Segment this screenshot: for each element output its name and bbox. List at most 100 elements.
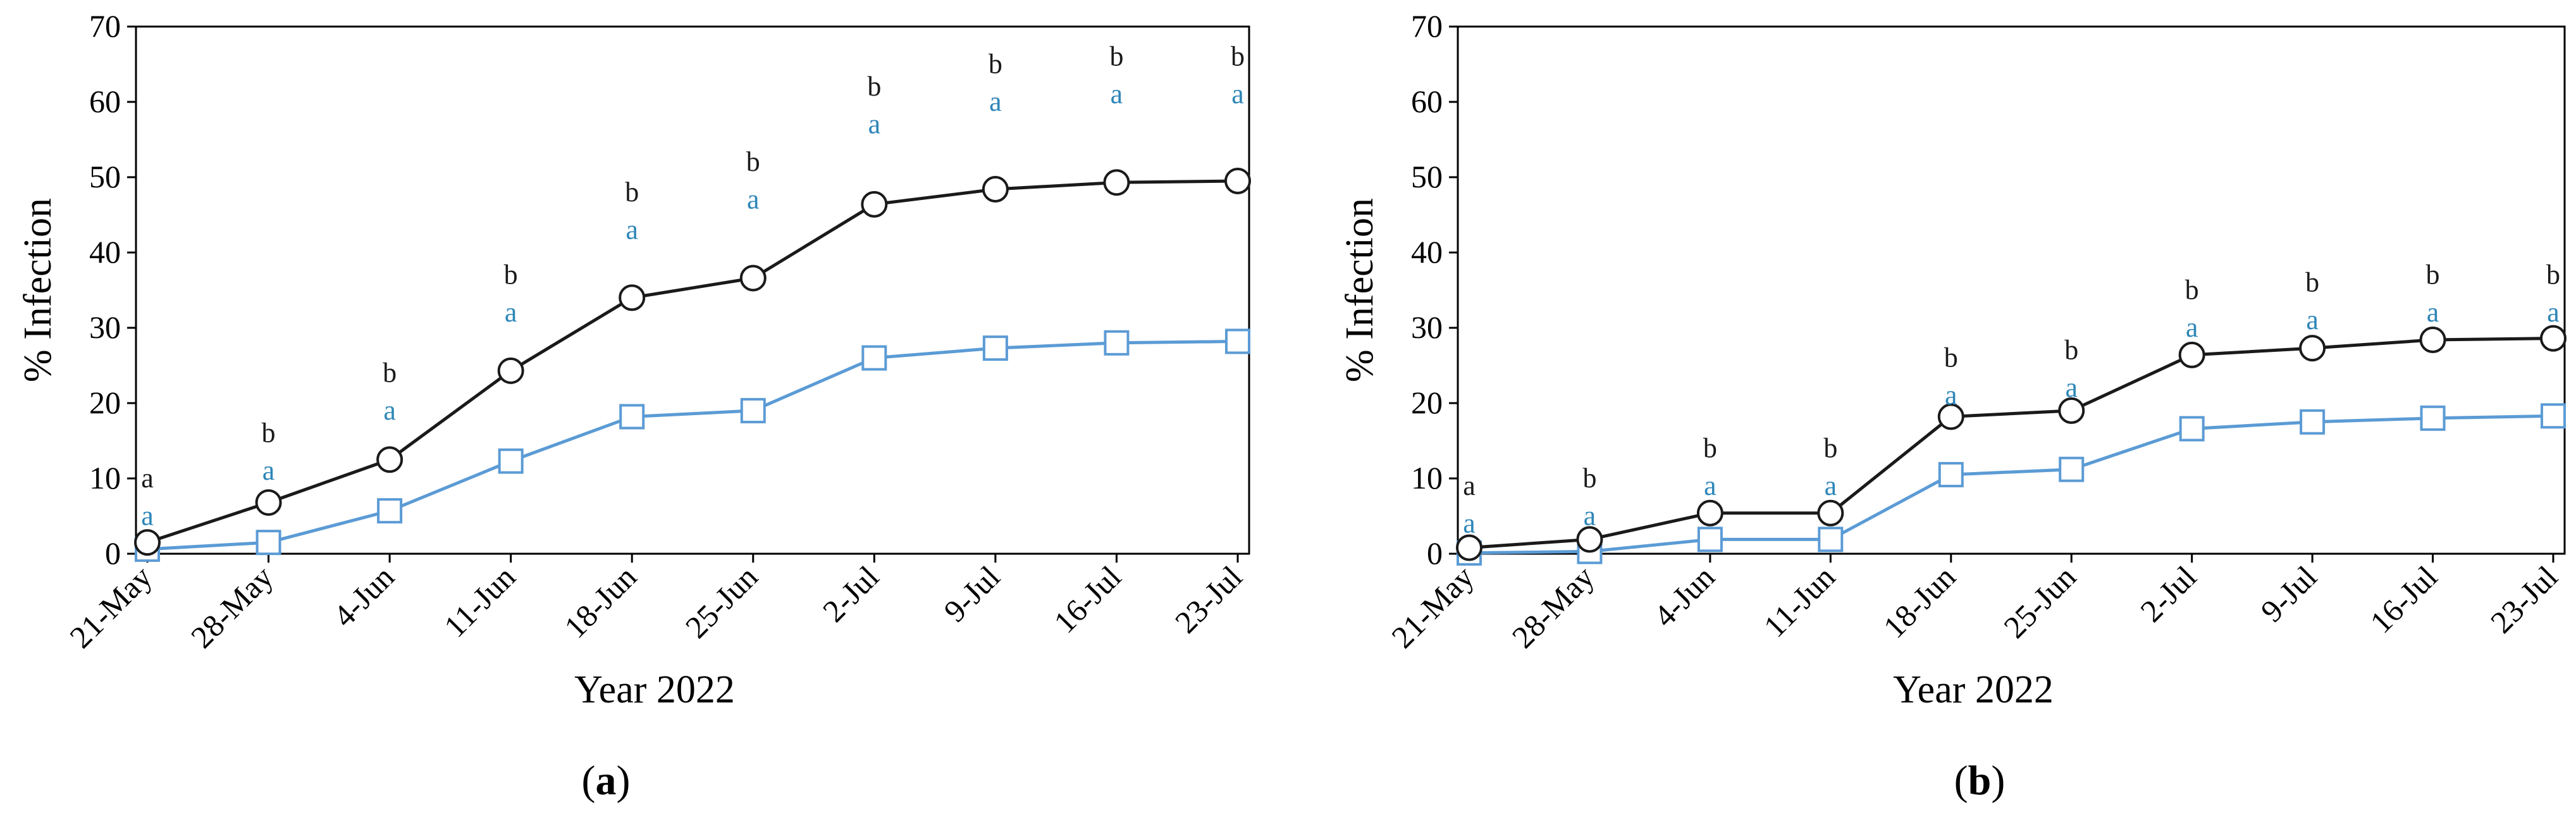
letter-black: b: [504, 259, 518, 290]
data-point-square: [2541, 403, 2566, 429]
x-tick-label: 2-Jul: [2133, 559, 2203, 628]
letter-blue: a: [747, 184, 760, 215]
letter-black: b: [2064, 335, 2078, 366]
x-tick-label: 11-Jun: [437, 559, 522, 644]
chart-panel-b: 0 10 20 30 40 50 60 70 21-May 28-May 4-Jun 11-Jun 18…: [1338, 8, 2567, 804]
plot-frame: [1457, 25, 2566, 555]
data-point-square: [1818, 527, 1844, 552]
letter-blue: a: [505, 297, 517, 328]
data-point-square: [619, 404, 645, 430]
x-tick-label: 4-Jun: [1647, 559, 1722, 633]
letter-blue: a: [1945, 380, 1957, 411]
letter-blue: a: [1463, 508, 1476, 539]
data-point-circle: [2419, 327, 2446, 354]
data-point-circle: [1937, 403, 1964, 430]
y-axis-title: % Infection: [16, 198, 59, 382]
data-point-square: [377, 498, 403, 524]
data-point-square: [1225, 328, 1250, 354]
x-tick-label: 9-Jul: [937, 559, 1006, 628]
letter-black: b: [1944, 342, 1958, 373]
letter-black: b: [2426, 259, 2440, 290]
y-tick-label: 0: [105, 535, 121, 571]
data-point-square: [1104, 330, 1130, 356]
x-tick-label: 16-Jul: [1047, 559, 1128, 640]
letter-black: b: [1703, 432, 1717, 463]
x-axis-title: Year 2022: [1893, 668, 2054, 711]
y-tick-label: 30: [89, 309, 121, 345]
y-tick-label: 70: [1411, 8, 1443, 44]
x-tick-label: 21-May: [1384, 559, 1481, 655]
letter-blue: a: [1231, 78, 1244, 109]
x-tick-label: 4-Jun: [326, 559, 401, 633]
letter-black: a: [1463, 470, 1476, 501]
letter-blue: a: [989, 86, 1002, 117]
x-tick-label: 18-Jun: [1877, 559, 1963, 645]
letter-blue: a: [1584, 501, 1596, 532]
panel-label: (a): [582, 758, 631, 804]
x-tick-label: 16-Jul: [2363, 559, 2444, 640]
letter-black: b: [262, 418, 276, 449]
x-tick-label: 2-Jul: [816, 559, 885, 628]
data-point-circle: [2058, 397, 2085, 424]
chart-panel-a: 0 10 20 30 40 50 60 70 21-May 28-May 4-Jun 11-Jun 18…: [16, 8, 1251, 804]
letter-black: b: [1231, 41, 1245, 72]
y-tick-label: 20: [89, 385, 121, 420]
data-point-square: [1697, 527, 1723, 552]
y-tick-label: 40: [89, 234, 121, 270]
letter-blue: a: [1825, 470, 1837, 501]
letter-black: b: [625, 177, 639, 208]
letter-blue: a: [262, 455, 275, 486]
letter-black: b: [2305, 267, 2319, 298]
y-axis-title: % Infection: [1338, 198, 1381, 382]
x-tick-label: 9-Jul: [2254, 559, 2324, 628]
data-point-circle: [255, 489, 282, 516]
data-point-square: [1938, 462, 1964, 488]
data-point-square: [498, 448, 524, 474]
letter-blue: a: [2427, 297, 2439, 328]
letter-blue: a: [383, 395, 396, 426]
letter-blue: a: [2547, 297, 2560, 328]
letter-black: b: [867, 71, 881, 102]
y-tick-label: 10: [1411, 460, 1443, 496]
data-point-circle: [134, 529, 161, 556]
y-tick-label: 30: [1411, 309, 1443, 345]
data-point-square: [861, 345, 887, 371]
letter-black: b: [1823, 432, 1837, 463]
data-point-square: [256, 530, 281, 556]
x-tick-label: 23-Jul: [2484, 559, 2565, 640]
y-tick-label: 0: [1427, 535, 1443, 571]
data-point-circle: [1576, 526, 1603, 553]
x-tick-label: 28-May: [1505, 559, 1601, 655]
x-tick-label: 28-May: [184, 559, 280, 655]
letter-blue: a: [1704, 470, 1716, 501]
letter-black: b: [989, 49, 1002, 80]
data-point-square: [2420, 405, 2446, 431]
x-axis-title: Year 2022: [574, 668, 735, 711]
letter-black: b: [2185, 275, 2199, 306]
letter-blue: a: [2065, 372, 2078, 403]
data-point-circle: [1224, 167, 1251, 194]
panel-label: (b): [1954, 758, 2006, 804]
x-tick-label: 21-May: [63, 559, 159, 655]
data-point-circle: [982, 176, 1009, 203]
series-line-black: [147, 179, 1238, 544]
y-tick-label: 70: [89, 8, 121, 44]
data-point-circle: [497, 357, 524, 384]
letter-blue: a: [2306, 304, 2319, 335]
data-point-circle: [1456, 534, 1482, 561]
data-point-square: [2179, 416, 2205, 442]
letter-black: b: [383, 357, 397, 388]
data-point-circle: [2299, 335, 2326, 362]
data-point-square: [2059, 456, 2085, 482]
data-point-circle: [2540, 325, 2567, 352]
x-tick-label: 25-Jun: [1997, 559, 2083, 645]
x-tick-label: 11-Jun: [1757, 559, 1842, 644]
data-point-square: [982, 335, 1008, 361]
letter-black: b: [746, 146, 760, 177]
letter-black: b: [2546, 259, 2560, 290]
x-tick-label: 23-Jul: [1168, 559, 1249, 640]
y-tick-label: 50: [1411, 159, 1443, 194]
letter-blue: a: [1111, 78, 1123, 109]
x-tick-label: 18-Jun: [557, 559, 643, 645]
